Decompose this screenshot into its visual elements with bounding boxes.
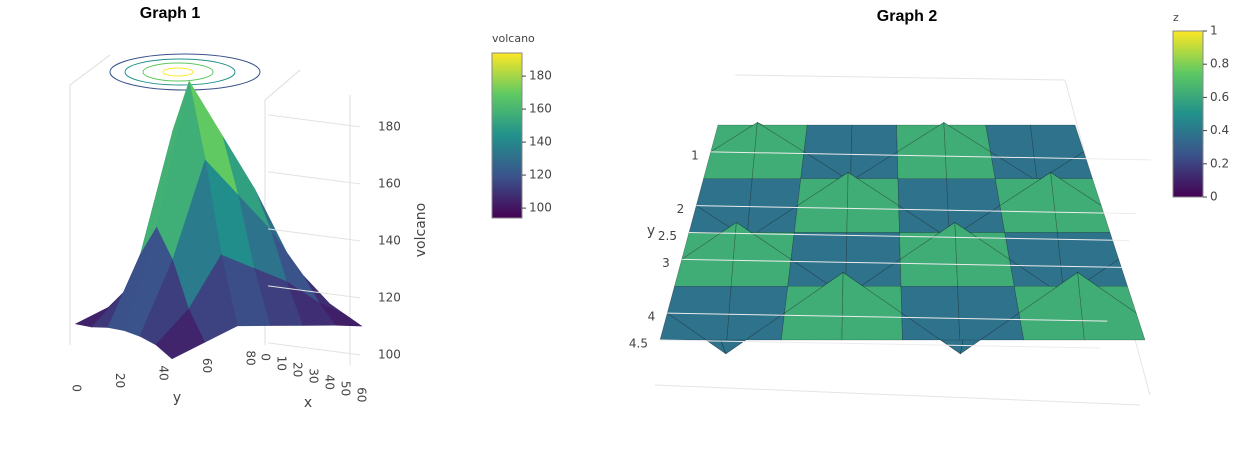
y-tick-label: 60 <box>200 358 214 373</box>
colorbar-tick-label: 160 <box>529 102 552 116</box>
grid-line <box>267 171 361 185</box>
surface-cell <box>155 308 206 360</box>
grid-line <box>267 228 361 242</box>
z-axis-title: volcano <box>413 203 429 257</box>
y-tick-label: 2 <box>677 202 685 216</box>
colorbar <box>1172 30 1204 198</box>
chart-title: Graph 2 <box>877 8 938 25</box>
z-tick-label: 120 <box>378 290 401 304</box>
grid-line <box>267 114 361 128</box>
y-tick-label: 1 <box>691 148 699 162</box>
colorbar-tick-label: 0.6 <box>1210 90 1229 104</box>
colorbar-tick-label: 140 <box>529 135 552 149</box>
chart-title: Graph 1 <box>140 5 201 22</box>
colorbar-title: volcano <box>492 32 535 45</box>
x-axis-title: x <box>304 395 312 411</box>
grid-line <box>688 232 1130 241</box>
x-tick-label: 10 <box>275 356 289 371</box>
colorbar-title: z <box>1173 11 1179 24</box>
y-tick-label: 0 <box>70 384 84 392</box>
grid-line <box>710 151 1151 161</box>
colorbar-tick-label: 120 <box>529 168 552 182</box>
x-tick-label: 20 <box>291 362 305 377</box>
y-tick-label: 4 <box>648 310 656 324</box>
y-axis-title: y <box>173 390 181 406</box>
x-tick-label: 50 <box>339 381 353 396</box>
x-tick-label: 0 <box>259 353 273 361</box>
y-tick-label: 40 <box>157 365 171 380</box>
y-tick-label: 80 <box>244 350 258 365</box>
colorbar-tick-label: 0.8 <box>1210 57 1229 71</box>
colorbar <box>491 52 523 219</box>
y-tick-label: 20 <box>113 373 127 388</box>
colorbar-tick-label: 0.4 <box>1210 123 1229 137</box>
colorbar-tick-label: 100 <box>529 201 552 215</box>
grid-line <box>659 339 1101 349</box>
colorbar-tick-label: 0.2 <box>1210 156 1229 170</box>
grid-line <box>267 285 361 299</box>
grid-line <box>267 342 361 356</box>
grid-line <box>681 258 1122 268</box>
surface-cell <box>1077 271 1146 341</box>
surface <box>74 80 363 360</box>
colorbar-tick-label: 0 <box>1210 190 1218 204</box>
surface <box>659 121 1146 355</box>
colorbar-tick-label: 180 <box>529 69 552 83</box>
z-tick-label: 100 <box>378 347 401 361</box>
contour-projection <box>109 53 261 91</box>
colorbar-tick-label: 1 <box>1210 24 1218 38</box>
y-tick-label: 3 <box>662 256 670 270</box>
z-tick-label: 160 <box>378 176 401 190</box>
x-tick-label: 30 <box>307 368 321 383</box>
y-tick-label: 4.5 <box>629 337 648 351</box>
z-tick-label: 180 <box>378 119 401 133</box>
y-axis-title: y <box>647 223 655 239</box>
grid-line <box>696 205 1137 215</box>
grid-line <box>667 312 1108 322</box>
y-tick-label: 2.5 <box>658 229 677 243</box>
x-tick-label: 60 <box>355 387 369 402</box>
z-tick-label: 140 <box>378 233 401 247</box>
x-tick-label: 40 <box>323 375 337 390</box>
